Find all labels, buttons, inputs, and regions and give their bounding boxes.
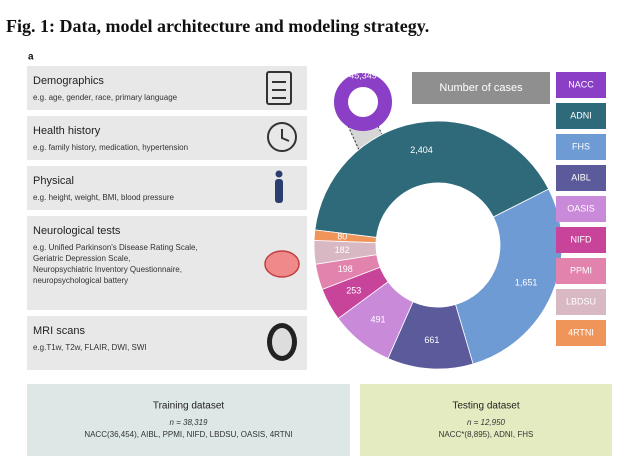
dataset-n: n = 38,319 — [169, 418, 208, 427]
donut-ring — [334, 73, 392, 131]
donut-segment — [314, 120, 550, 238]
panel-text: Geriatric Depression Scale, — [33, 254, 130, 263]
legend-box — [556, 258, 606, 284]
segment-label: 661 — [424, 335, 439, 345]
chart-title-box — [412, 72, 550, 104]
brain-icon — [264, 250, 300, 278]
dataset-n: n = 12,950 — [467, 418, 506, 427]
segment-label: 45,349 — [349, 70, 377, 80]
legend-box — [556, 320, 606, 346]
connector-line — [347, 125, 363, 157]
dataset-title: Testing dataset — [452, 401, 519, 412]
panel-title: Health history — [33, 125, 101, 137]
clipboard-icon — [266, 71, 292, 105]
figure-title: Fig. 1: Data, model architecture and mod… — [6, 16, 429, 36]
panel-text: neuropsychological battery — [33, 276, 128, 285]
dataset-sources: NACC*(8,895), ADNI, FHS — [439, 430, 534, 439]
panel-text: e.g. age, gender, race, primary language — [33, 93, 178, 102]
legend-label: AIBL — [571, 172, 591, 182]
panel-box — [27, 66, 307, 110]
segment-label: 491 — [370, 314, 385, 324]
segment-label: 1,651 — [515, 277, 538, 287]
legend-label: NACC — [568, 79, 594, 89]
body-icon — [275, 179, 283, 203]
segment-label: 198 — [338, 264, 353, 274]
legend-label: LBDSU — [566, 296, 596, 306]
legend-label: OASIS — [567, 203, 595, 213]
panel-text: e.g.T1w, T2w, FLAIR, DWI, SWI — [33, 343, 147, 352]
legend-box — [556, 289, 606, 315]
dataset-title: Training dataset — [153, 401, 225, 412]
legend-box — [556, 72, 606, 98]
panel-label: a — [28, 52, 34, 63]
dataset-sources: NACC(36,454), AIBL, PPMI, NIFD, LBDSU, O… — [84, 430, 292, 439]
mri-icon — [272, 328, 292, 356]
segment-label: 253 — [346, 285, 361, 295]
panel-text: e.g. height, weight, BMI, blood pressure — [33, 193, 175, 202]
body-icon — [275, 170, 283, 178]
legend-box — [556, 227, 606, 253]
segment-label: 80 — [337, 232, 347, 242]
panel-text: Neuropsychiatric Inventory Questionnaire… — [33, 265, 182, 274]
segment-label: 182 — [335, 245, 350, 255]
icons — [264, 71, 300, 361]
legend-box — [556, 165, 606, 191]
panel-text: e.g. family history, medication, hyperte… — [33, 143, 188, 152]
dataset-box — [360, 384, 612, 456]
donut-segment — [313, 229, 377, 244]
legend-label: 4RTNI — [568, 327, 594, 337]
legend-label: FHS — [572, 141, 590, 151]
legend-label: NIFD — [571, 234, 592, 244]
legend-label: PPMI — [570, 265, 592, 275]
legend-label: ADNI — [570, 110, 592, 120]
panel-text: e.g. Unified Parkinson's Disease Rating … — [33, 243, 198, 252]
chart-title: Number of cases — [439, 82, 523, 94]
donut-segment — [455, 188, 563, 365]
panel-title: Neurological tests — [33, 225, 121, 237]
panel-title: MRI scans — [33, 325, 85, 337]
panel-box — [27, 116, 307, 160]
panel-box — [27, 316, 307, 370]
legend-box — [556, 103, 606, 129]
history-icon — [267, 122, 297, 152]
history-hand — [281, 129, 290, 142]
legend-box — [556, 134, 606, 160]
panel-box — [27, 216, 307, 310]
panel-title: Physical — [33, 175, 74, 187]
panel-title: Demographics — [33, 75, 104, 87]
dataset-box — [27, 384, 350, 456]
segment-label: 2,404 — [410, 145, 433, 155]
panel-box — [27, 166, 307, 210]
legend-box — [556, 196, 606, 222]
